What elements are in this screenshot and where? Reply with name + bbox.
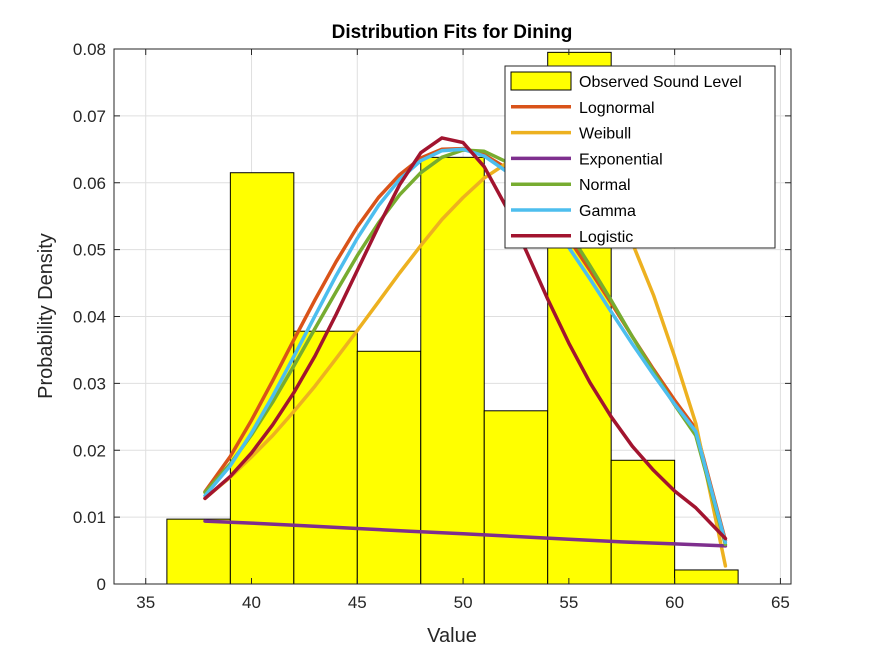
- histogram-bar: [293, 330, 358, 585]
- y-tick-label: 0.08: [73, 40, 106, 59]
- curve-exponential: [203, 519, 728, 548]
- histogram-bar: [166, 518, 231, 585]
- legend-label: Weibull: [579, 126, 631, 143]
- y-axis-label: Probability Density: [35, 233, 57, 399]
- histogram-bar: [483, 410, 549, 585]
- curve-gamma: [203, 147, 728, 545]
- x-tick-label: 35: [136, 593, 155, 612]
- y-tick-label: 0.06: [73, 174, 106, 193]
- legend: Observed Sound Level Lognormal Weibull Expo…: [504, 65, 776, 249]
- legend-label: Logistic: [579, 229, 633, 246]
- x-tick-label: 50: [454, 593, 473, 612]
- y-tick-label: 0: [97, 575, 106, 594]
- histogram-bar: [674, 569, 739, 585]
- y-tick-label: 0.01: [73, 508, 106, 527]
- axis-ticks: 35 40 45 50 55 60 65 0 0.01 0.02 0.03 0.04 0.05 0.06 0…: [73, 40, 791, 612]
- legend-label: Normal: [579, 177, 631, 194]
- histogram-bar: [356, 350, 422, 585]
- y-tick-label: 0.07: [73, 107, 106, 126]
- legend-label: Lognormal: [579, 100, 655, 117]
- legend-label: Gamma: [579, 203, 636, 220]
- x-tick-label: 60: [665, 593, 684, 612]
- chart-title: Distribution Fits for Dining: [332, 22, 573, 43]
- y-tick-label: 0.04: [73, 308, 106, 327]
- legend-label: Exponential: [579, 151, 663, 168]
- y-tick-label: 0.05: [73, 241, 106, 260]
- x-tick-label: 40: [242, 593, 261, 612]
- y-tick-label: 0.03: [73, 374, 106, 393]
- legend-swatch-histogram: [510, 71, 572, 91]
- legend-label: Observed Sound Level: [579, 74, 742, 91]
- x-tick-label: 45: [348, 593, 367, 612]
- histogram-bar: [420, 156, 485, 585]
- y-tick-label: 0.02: [73, 441, 106, 460]
- x-axis-label: Value: [427, 625, 477, 647]
- x-tick-label: 65: [771, 593, 790, 612]
- histogram-bar: [610, 459, 676, 585]
- curve-logistic: [203, 136, 728, 541]
- x-tick-label: 55: [559, 593, 578, 612]
- fit-curves: [203, 136, 728, 568]
